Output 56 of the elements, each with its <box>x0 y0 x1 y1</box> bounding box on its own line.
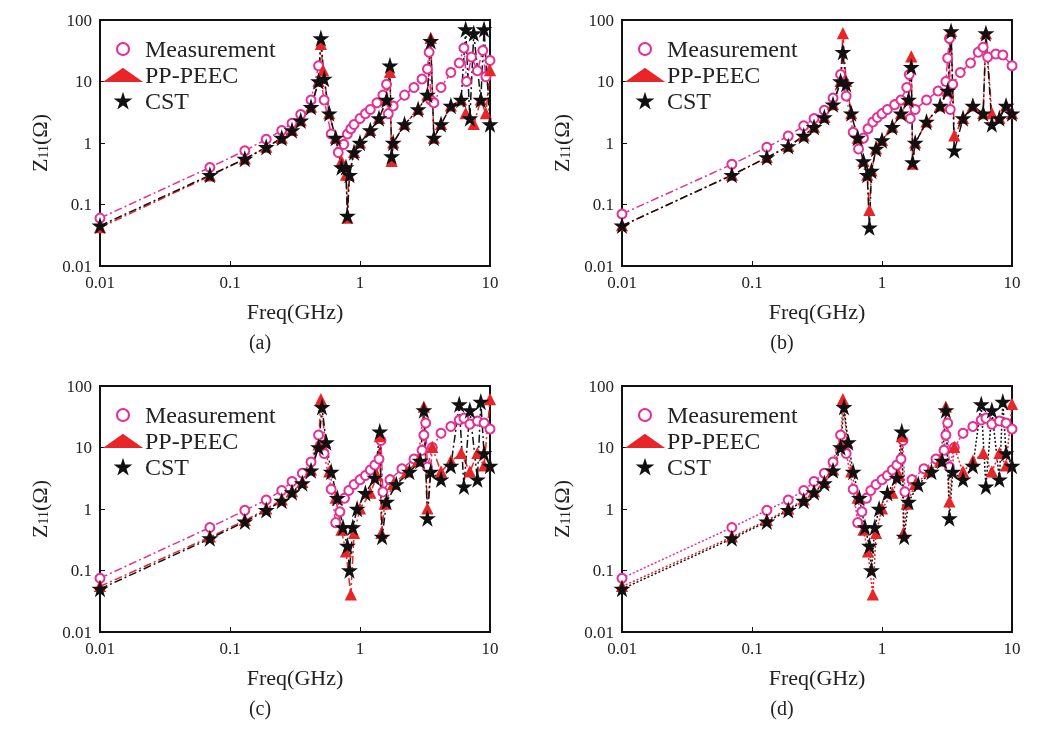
x-tick-label: 1 <box>355 273 365 292</box>
y-tick-label: 10 <box>597 438 614 457</box>
legend-label: PP-PEEC <box>145 428 239 454</box>
legend-label: CST <box>667 88 712 114</box>
x-tick-label: 0.1 <box>741 273 763 292</box>
x-axis-title: Freq(GHz) <box>768 298 866 324</box>
text: (d) <box>770 697 794 720</box>
x-tick-label: 1 <box>877 273 887 292</box>
y-tick-label: 0.01 <box>62 256 92 276</box>
y-axis-title: Z11(Ω) <box>548 114 574 172</box>
legend-label: Measurement <box>667 402 798 428</box>
y-tick-label: 100 <box>588 10 614 30</box>
text: (a) <box>248 331 272 354</box>
y-tick-label: 0.01 <box>62 622 92 642</box>
y-tick-label: 0.1 <box>70 195 92 214</box>
legend-label: CST <box>145 88 190 114</box>
x-axis-title: Freq(GHz) <box>246 664 344 690</box>
y-tick-label: 1 <box>605 133 614 153</box>
legend-label: Measurement <box>667 36 798 62</box>
y-tick-label: 1 <box>605 499 614 519</box>
legend-label: CST <box>145 454 190 480</box>
y-tick-label: 100 <box>66 10 92 30</box>
y-tick-label: 100 <box>66 376 92 396</box>
x-tick-label: 1 <box>877 639 887 658</box>
y-axis-title: Z11(Ω) <box>26 480 52 538</box>
y-tick-label: 0.01 <box>584 622 614 642</box>
legend-label: PP-PEEC <box>667 62 761 88</box>
x-tick-label: 10 <box>1003 273 1021 292</box>
y-tick-label: 1 <box>83 133 92 153</box>
y-axis-title: Z11(Ω) <box>548 480 574 538</box>
x-tick-label: 10 <box>1003 639 1021 658</box>
legend-label: Measurement <box>145 402 276 428</box>
y-tick-label: 0.1 <box>592 561 614 580</box>
y-tick-label: 0.1 <box>592 195 614 214</box>
text: (c) <box>248 697 272 720</box>
legend-label: Measurement <box>145 36 276 62</box>
text: (b) <box>770 331 794 354</box>
x-axis-title: Freq(GHz) <box>246 298 344 324</box>
y-tick-label: 100 <box>588 376 614 396</box>
legend-label: PP-PEEC <box>145 62 239 88</box>
y-tick-label: 0.1 <box>70 561 92 580</box>
legend-label: PP-PEEC <box>667 428 761 454</box>
x-tick-label: 1 <box>355 639 365 658</box>
y-tick-label: 1 <box>83 499 92 519</box>
legend-label: CST <box>667 454 712 480</box>
y-tick-label: 0.01 <box>584 256 614 276</box>
x-tick-label: 10 <box>481 639 499 658</box>
x-tick-label: 0.1 <box>219 639 241 658</box>
x-axis-title: Freq(GHz) <box>768 664 866 690</box>
y-tick-label: 10 <box>75 438 92 457</box>
y-tick-label: 10 <box>597 72 614 91</box>
x-tick-label: 10 <box>481 273 499 292</box>
y-axis-title: Z11(Ω) <box>26 114 52 172</box>
y-tick-label: 10 <box>75 72 92 91</box>
x-tick-label: 0.1 <box>741 639 763 658</box>
x-tick-label: 0.1 <box>219 273 241 292</box>
